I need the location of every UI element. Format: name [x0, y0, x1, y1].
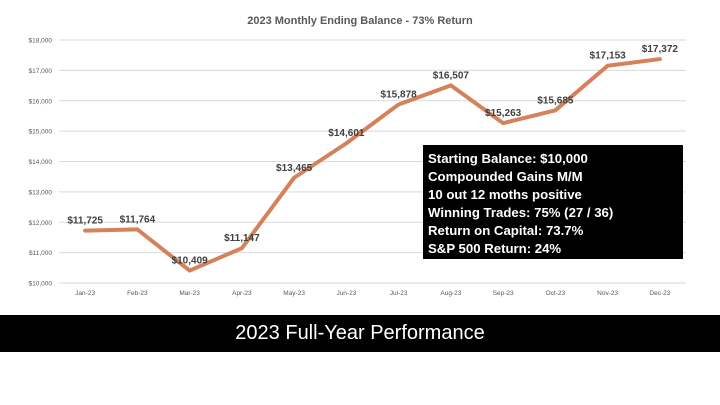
y-tick-label: $18,000 [29, 38, 53, 45]
data-label: $13,465 [276, 163, 313, 174]
x-tick-label: Oct-23 [546, 290, 566, 297]
x-tick-label: Aug-23 [440, 290, 461, 297]
x-tick-label: Jul-23 [390, 290, 408, 297]
x-tick-label: May-23 [283, 290, 305, 297]
x-tick-label: Apr-23 [232, 290, 252, 297]
data-label: $15,685 [537, 95, 574, 106]
data-label: $11,764 [120, 214, 156, 225]
data-label: $10,409 [172, 256, 209, 267]
stats-box: Starting Balance: $10,000 Compounded Gai… [423, 145, 683, 259]
x-tick-label: Feb-23 [127, 290, 148, 297]
y-tick-label: $11,000 [29, 250, 52, 257]
data-label: $14,601 [328, 128, 365, 139]
y-tick-label: $17,000 [29, 68, 53, 75]
x-tick-label: Dec-23 [649, 290, 670, 297]
stat-positive-months: 10 out 12 moths positive [428, 187, 582, 202]
y-tick-label: $15,000 [29, 129, 53, 136]
x-tick-label: Mar-23 [179, 290, 200, 297]
y-tick-label: $12,000 [29, 220, 53, 227]
x-tick-label: Jan-23 [75, 290, 95, 297]
data-label: $11,725 [67, 216, 103, 227]
stat-return-on-capital: Return on Capital: 73.7% [428, 223, 584, 238]
x-tick-label: Nov-23 [597, 290, 618, 297]
y-tick-label: $14,000 [29, 159, 53, 166]
chart-title: 2023 Monthly Ending Balance - 73% Return [247, 15, 473, 27]
y-tick-label: $16,000 [29, 98, 53, 105]
stat-compounded: Compounded Gains M/M [428, 169, 583, 184]
x-tick-label: Jun-23 [336, 290, 356, 297]
data-label: $17,372 [642, 44, 679, 55]
data-label: $16,507 [433, 70, 470, 81]
data-label: $11,147 [224, 233, 260, 244]
data-label: $17,153 [590, 51, 627, 62]
stat-winning-trades: Winning Trades: 75% (27 / 36) [428, 205, 614, 220]
y-tick-label: $13,000 [29, 189, 53, 196]
balance-line [83, 57, 662, 273]
stat-starting-balance: Starting Balance: $10,000 [428, 151, 588, 166]
y-tick-label: $10,000 [29, 281, 53, 288]
x-tick-label: Sep-23 [493, 290, 514, 297]
stat-sp500-return: S&P 500 Return: 24% [428, 241, 562, 256]
data-label: $15,263 [485, 108, 522, 119]
banner-title: 2023 Full-Year Performance [0, 315, 720, 352]
data-label: $15,878 [381, 89, 418, 100]
